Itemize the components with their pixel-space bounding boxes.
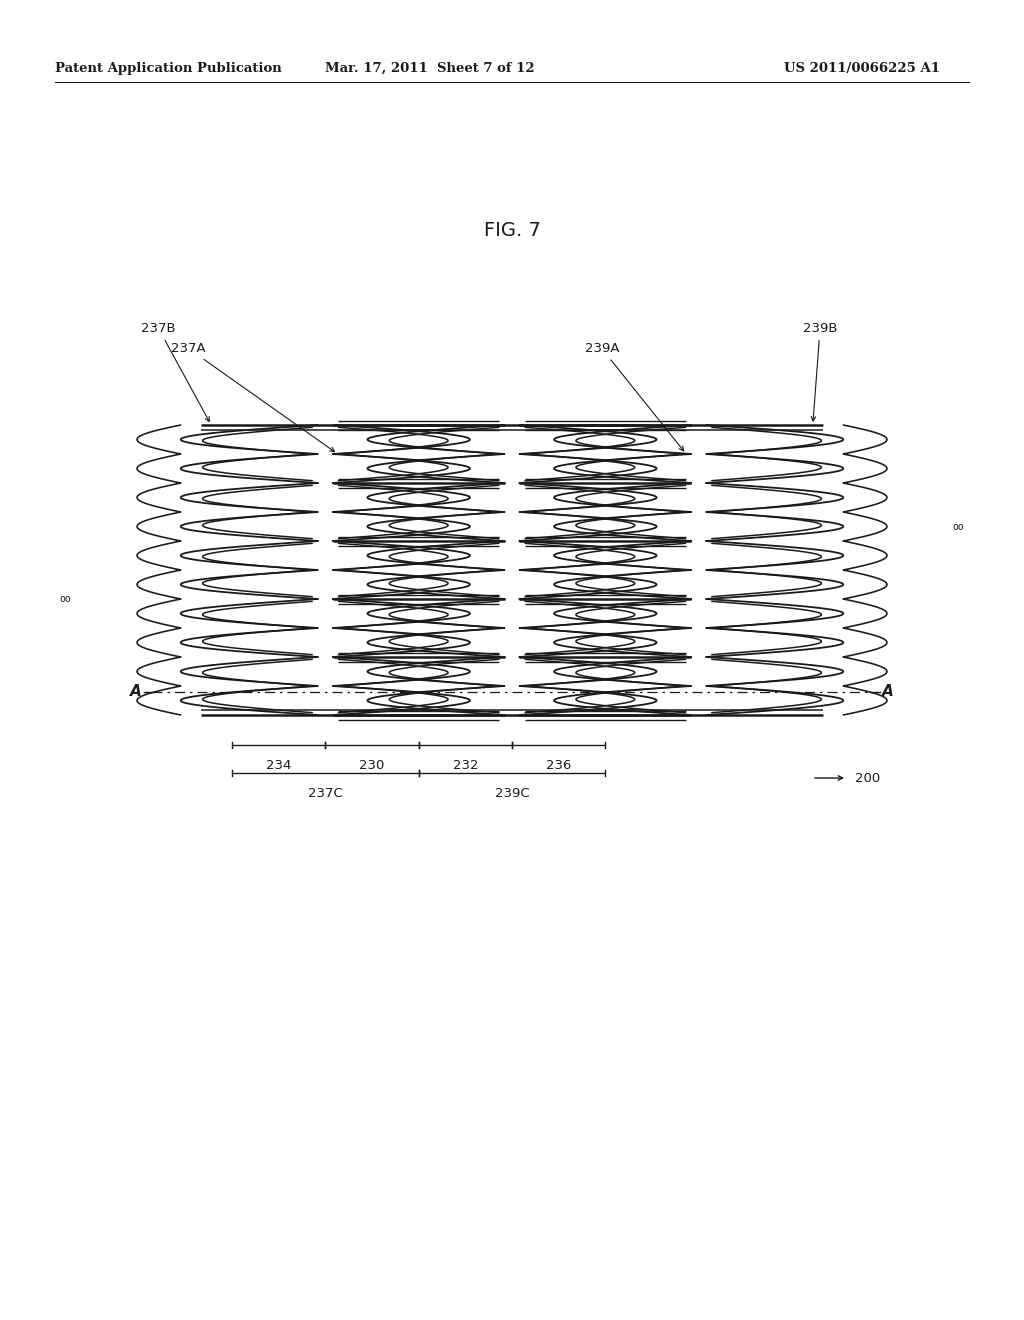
- Text: 239B: 239B: [803, 322, 838, 421]
- Text: 232: 232: [453, 759, 478, 772]
- Text: 234: 234: [266, 759, 292, 772]
- Text: 236: 236: [546, 759, 571, 772]
- Text: 239C: 239C: [495, 787, 529, 800]
- Text: oo: oo: [952, 521, 965, 532]
- Text: 237C: 237C: [308, 787, 343, 800]
- Text: FIG. 7: FIG. 7: [483, 222, 541, 240]
- Text: 200: 200: [855, 771, 881, 784]
- Text: oo: oo: [59, 594, 72, 605]
- Text: 237A: 237A: [171, 342, 335, 451]
- Text: 239A: 239A: [585, 342, 684, 451]
- Text: Mar. 17, 2011  Sheet 7 of 12: Mar. 17, 2011 Sheet 7 of 12: [326, 62, 535, 75]
- Text: 230: 230: [359, 759, 385, 772]
- Text: US 2011/0066225 A1: US 2011/0066225 A1: [784, 62, 940, 75]
- Text: 237B: 237B: [141, 322, 209, 421]
- Text: A: A: [882, 684, 894, 700]
- Text: A: A: [130, 684, 142, 700]
- Text: Patent Application Publication: Patent Application Publication: [55, 62, 282, 75]
